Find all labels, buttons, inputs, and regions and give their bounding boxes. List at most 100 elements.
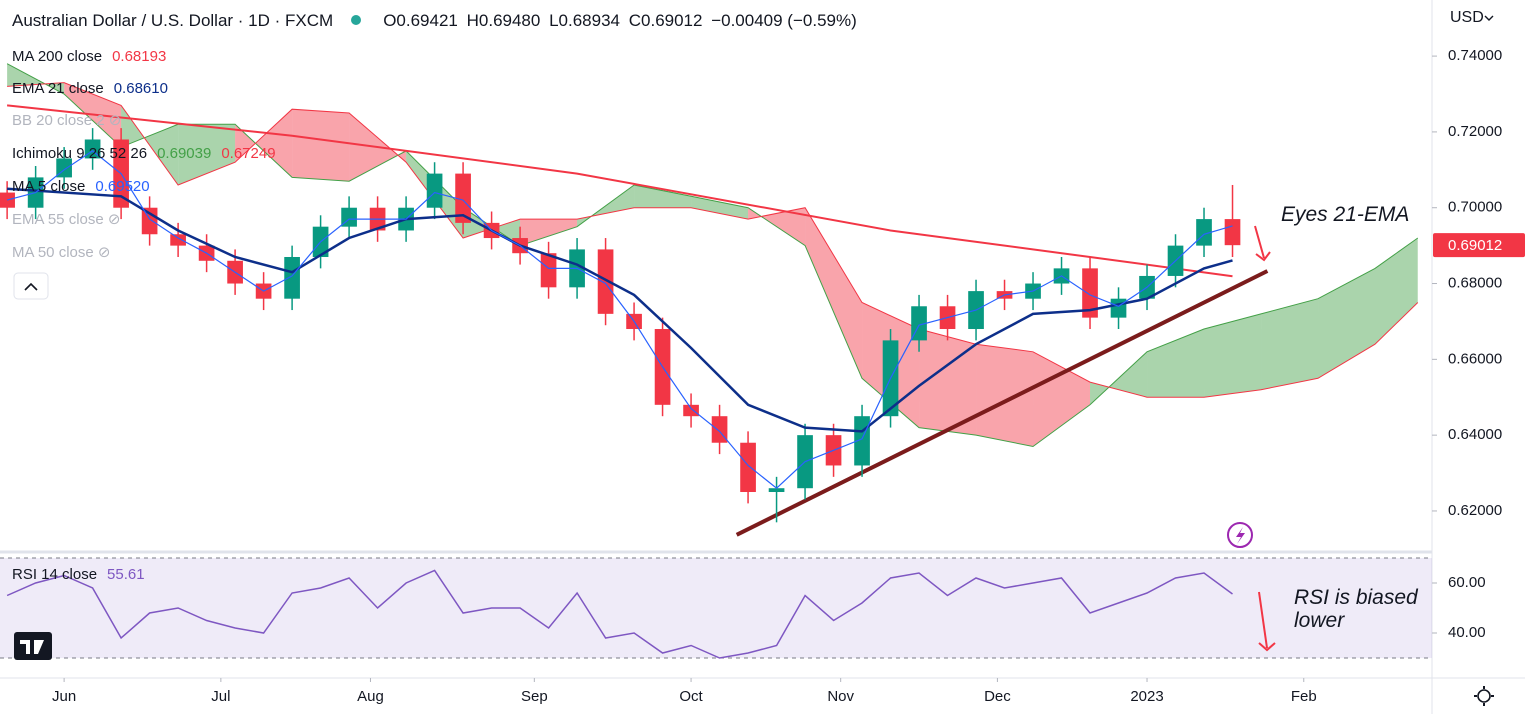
ohlc-value: 0.69012 [641, 11, 703, 30]
x-tick-label: Jun [52, 688, 76, 705]
candle-body [683, 404, 699, 417]
candle-body [768, 488, 785, 493]
cloud-segment [976, 344, 1034, 447]
candle-body [141, 207, 158, 235]
legend-item: RSI 14 close 55.61 [12, 564, 145, 586]
cloud-segment [1375, 238, 1418, 345]
ohlc: O0.69421 H0.69480 L0.68934 C0.69012 −0.0… [379, 11, 857, 30]
legend-name: BB 20 close 2 [12, 112, 105, 129]
ohlc-key: C [628, 11, 642, 30]
legend-item: MA 5 close 0.69520 [12, 176, 150, 198]
legend-item-hidden: BB 20 close 2 ⊘ [12, 110, 121, 132]
eye-off-icon[interactable]: ⊘ [108, 112, 122, 129]
cloud-segment [691, 196, 749, 220]
legend-name: MA 200 close [12, 48, 103, 65]
y-tick-label: 0.70000 [1448, 199, 1502, 216]
cloud-segment [634, 184, 692, 208]
candle-body [540, 253, 557, 288]
candle-body [170, 234, 186, 246]
currency[interactable]: USD [1450, 9, 1484, 26]
legend-name: MA 50 close [12, 244, 94, 261]
x-tick-label: Oct [679, 688, 703, 705]
ohlc-value: 0.69480 [478, 11, 541, 30]
candle-body [1196, 219, 1212, 246]
cloud-segment [1204, 313, 1262, 398]
y-tick-label: 0.72000 [1448, 123, 1502, 140]
last-price-box [1433, 233, 1525, 258]
candle-body [597, 249, 614, 314]
candle-body [284, 256, 300, 299]
candle-body [1110, 298, 1127, 318]
candle-body [1224, 219, 1241, 246]
status-dot [351, 15, 362, 25]
legend-value: 0.69039 [157, 145, 212, 162]
legend-value: 0.69520 [95, 178, 150, 195]
legend-value: 0.68610 [113, 80, 168, 97]
cloud-segment [235, 109, 293, 178]
candle-body [426, 173, 443, 208]
cloud-span-b [7, 82, 1419, 398]
x-tick-label: Feb [1291, 688, 1317, 705]
x-tick-label: Aug [357, 688, 384, 705]
x-tick-label: 2023 [1130, 688, 1163, 705]
x-tick-label: Jul [211, 688, 230, 705]
cloud-segment [1090, 351, 1148, 405]
eye-off-icon[interactable]: ⊘ [97, 244, 111, 261]
ohlc-value: 0.68934 [558, 11, 620, 30]
legend-item: MA 200 close 0.68193 [12, 46, 166, 68]
y-tick-label: 0.62000 [1448, 502, 1502, 519]
legend-value: 0.67249 [221, 145, 276, 162]
legend-item: EMA 21 close 0.68610 [12, 78, 168, 100]
legend-item-hidden: MA 50 close ⊘ [12, 242, 110, 264]
legend-name: RSI 14 close [12, 566, 98, 583]
candle-body [1082, 268, 1098, 318]
x-tick-label: Sep [521, 688, 548, 705]
header: Australian Dollar / U.S. Dollar · 1D · F… [12, 11, 857, 31]
legend-item-hidden: EMA 55 close ⊘ [12, 209, 120, 231]
legend-name: EMA 21 close [12, 80, 104, 97]
cloud-segment [520, 219, 578, 246]
ohlc-key: H [466, 11, 479, 30]
legend-item: Ichimoku 9 26 52 26 0.69039 0.67249 [12, 143, 276, 165]
eye-off-icon[interactable]: ⊘ [107, 211, 121, 228]
cloud-segment [1033, 351, 1091, 447]
cloud-segment [292, 109, 350, 182]
legend-value: 55.61 [107, 566, 145, 583]
y-tick-label: 0.66000 [1448, 350, 1502, 367]
trendline [735, 269, 1269, 537]
legend-name: EMA 55 close [12, 211, 104, 228]
cloud-segment [805, 207, 863, 379]
rsi-line [6, 569, 1233, 659]
cloud-span-a [6, 63, 1419, 448]
cloud-segment [178, 124, 236, 185]
legend-value: 0.68193 [112, 48, 167, 65]
cloud-segment [1261, 298, 1319, 390]
y-tick-label: 0.64000 [1448, 426, 1502, 443]
legend-name: MA 5 close [12, 178, 86, 195]
cloud-segment [1318, 268, 1376, 379]
ema21-line [7, 187, 1233, 433]
y-tick-label: 60.00 [1448, 574, 1486, 591]
last-price-label: 0.69012 [1448, 237, 1502, 254]
candle-body [740, 442, 756, 493]
ohlc-key: L [549, 11, 559, 30]
ma200-line [6, 104, 1233, 278]
cloud-segment [1147, 329, 1205, 398]
y-tick-label: 40.00 [1448, 624, 1486, 641]
candle-body [455, 173, 471, 223]
rsi-band [0, 558, 1432, 658]
x-tick-label: Dec [984, 688, 1011, 705]
y-tick-label: 0.74000 [1448, 47, 1502, 64]
ma5-line [6, 150, 1233, 489]
change: −0.00409 (−0.59%) [711, 11, 857, 30]
annotation: Eyes 21-EMA [1281, 203, 1410, 226]
symbol-title: Australian Dollar / U.S. Dollar · 1D · F… [12, 11, 334, 30]
ohlc-value: 0.69421 [396, 11, 458, 30]
ohlc-key: O [383, 11, 397, 30]
legend-name: Ichimoku 9 26 52 26 [12, 145, 148, 162]
x-tick-label: Nov [827, 688, 854, 705]
annotation: RSI is biased lower [1294, 586, 1418, 632]
y-tick-label: 0.68000 [1448, 274, 1502, 291]
